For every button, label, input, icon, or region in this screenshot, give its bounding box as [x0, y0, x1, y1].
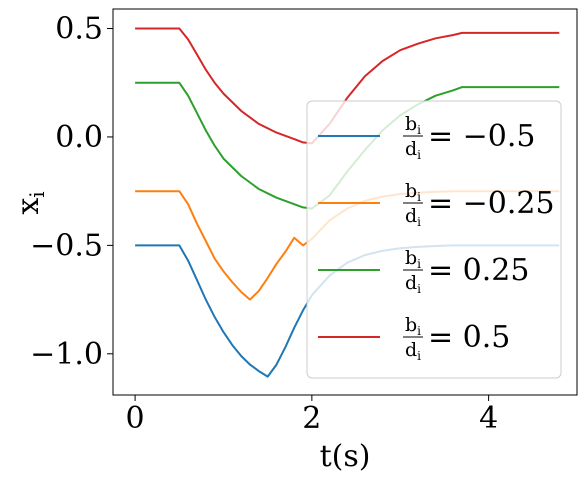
legend-denominator-subscript-3: i	[417, 349, 421, 363]
legend-label-2: = 0.25	[428, 253, 529, 288]
y-tick-label-2: −0.5	[30, 228, 103, 263]
y-tick-label-1: 0.0	[55, 120, 103, 155]
legend-fraction-numerator-3: bi	[405, 314, 421, 338]
y-tick-label-0: 0.5	[55, 12, 103, 47]
x-tick-label-1: 2	[302, 401, 321, 436]
legend-numerator-subscript-3: i	[417, 324, 421, 338]
legend-label-0: = −0.5	[428, 119, 536, 154]
y-axis-label: xi	[11, 191, 49, 214]
axes-frame	[112, 8, 578, 396]
legend-fraction-denominator-2: di	[405, 272, 421, 296]
legend-numerator-subscript-2: i	[417, 257, 421, 271]
legend-denominator-subscript-1: i	[417, 215, 421, 229]
axes-layer: 0 2 4 0.5 0.0 −0.5 −1.0	[30, 8, 578, 436]
y-axis-label-subscript: i	[25, 191, 49, 197]
legend-numerator-subscript-1: i	[417, 190, 421, 204]
legend-frame	[306, 100, 562, 379]
legend-label-3: = 0.5	[428, 320, 510, 355]
legend-fraction-numerator-1: bi	[405, 180, 421, 204]
legend-fraction-numerator-2: bi	[405, 247, 421, 271]
legend-denominator-subscript-0: i	[417, 148, 421, 162]
legend-numerator-subscript-0: i	[417, 123, 421, 137]
legend-denominator-subscript-2: i	[417, 282, 421, 296]
legend-label-1: = −0.25	[428, 186, 555, 221]
y-axis-label-main: x	[11, 198, 46, 215]
x-axis-label: t(s)	[320, 439, 371, 474]
legend-fraction-denominator-0: di	[405, 138, 421, 162]
legend-fraction-numerator-0: bi	[405, 113, 421, 137]
legend-fraction-denominator-3: di	[405, 339, 421, 363]
y-tick-label-3: −1.0	[30, 337, 103, 372]
x-tick-label-0: 0	[126, 401, 145, 436]
x-tick-label-2: 4	[479, 401, 498, 436]
legend-fraction-denominator-1: di	[405, 205, 421, 229]
